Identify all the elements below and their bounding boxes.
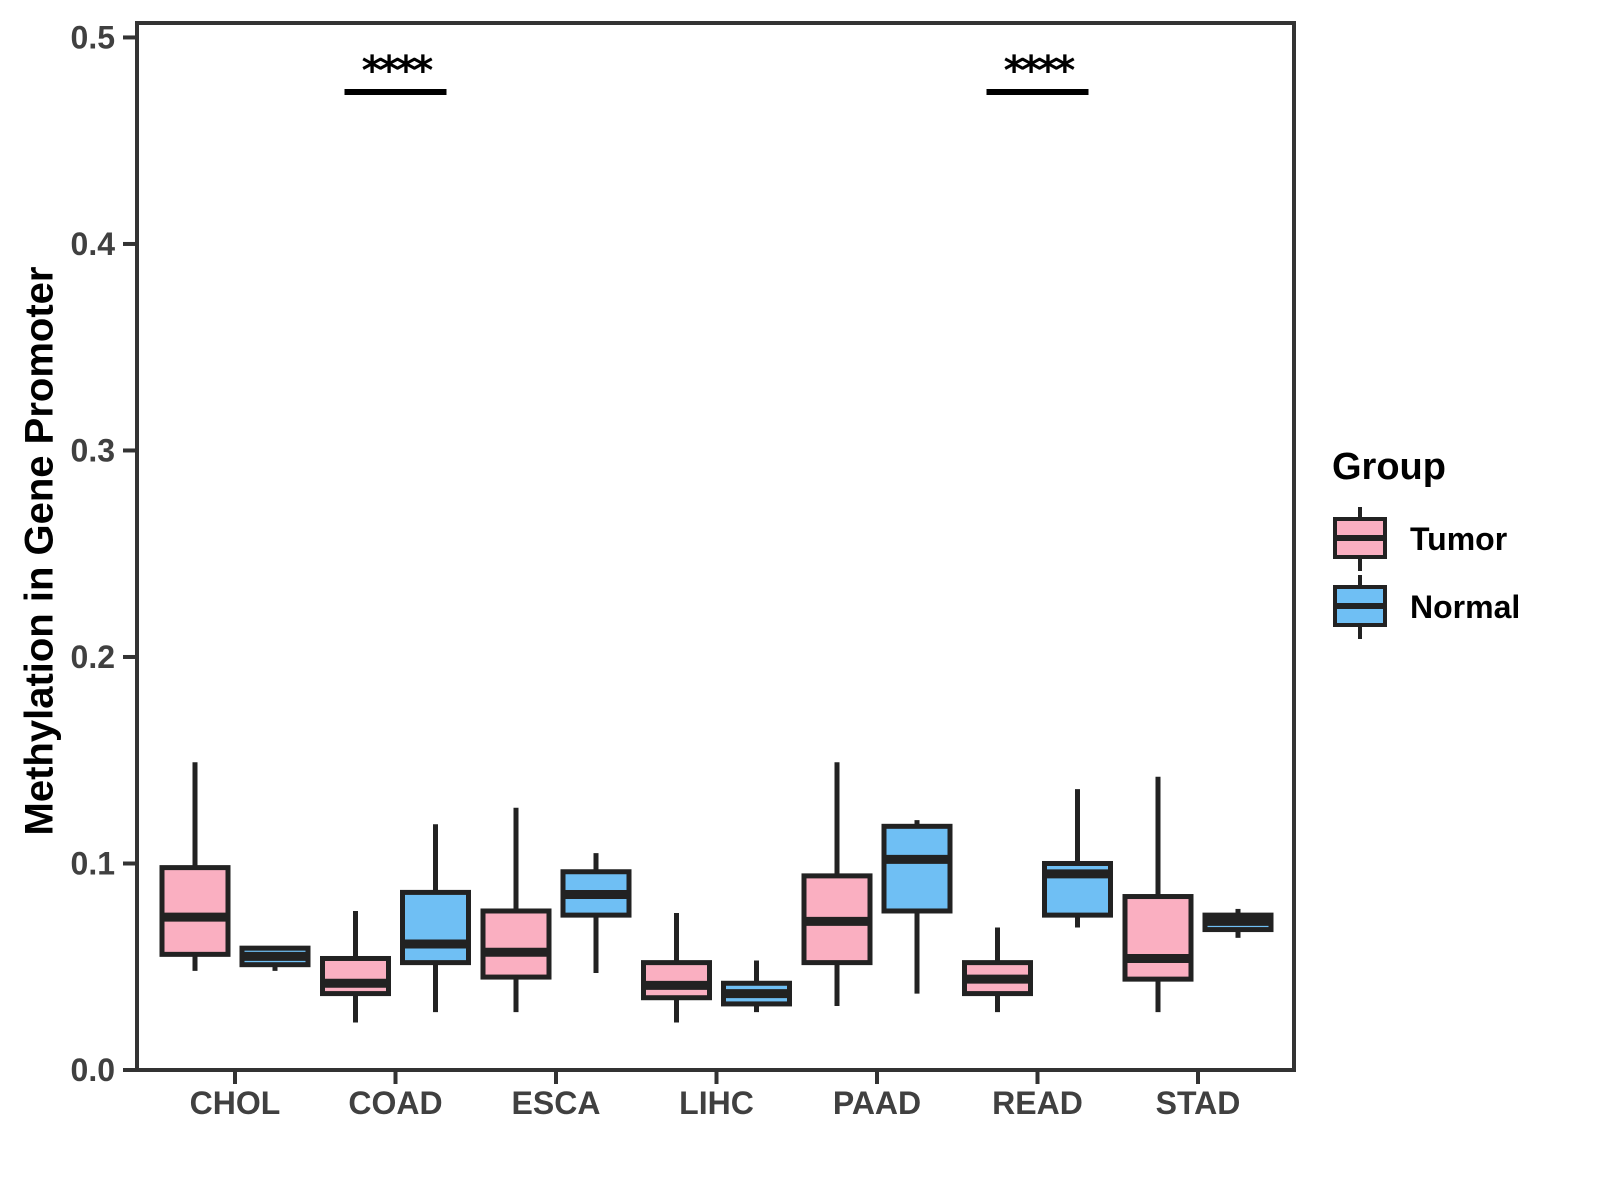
iqr-box (320, 955, 391, 997)
y-axis-title: Methylation in Gene Promoter (17, 266, 62, 836)
x-category-label-paad: PAAD (833, 1085, 921, 1121)
legend-title: Group (1332, 446, 1446, 488)
boxplot-stad-tumor (1122, 776, 1194, 1013)
boxplot-esca-tumor (480, 807, 552, 1013)
boxplot-coad-normal (400, 824, 471, 1013)
legend-item-tumor: Tumor (1332, 505, 1520, 573)
iqr-box (881, 823, 953, 914)
y-tick-label: 0.3 (71, 432, 115, 468)
legend-item-normal: Normal (1332, 573, 1520, 641)
boxplot-chol-tumor (159, 762, 231, 971)
boxplot-stad-normal (1202, 908, 1274, 938)
x-category-label-chol: CHOL (190, 1085, 281, 1121)
boxplot-paad-normal (881, 820, 953, 994)
significance-stars-coad: **** (362, 48, 434, 94)
iqr-box (400, 889, 471, 966)
boxplot-read-tumor (962, 927, 1033, 1013)
y-tick-label: 0.2 (71, 639, 115, 675)
x-category-label-esca: ESCA (512, 1085, 601, 1121)
boxplot-read-normal (1042, 789, 1113, 928)
boxplot-esca-normal (560, 853, 632, 973)
x-category-label-lihc: LIHC (679, 1085, 754, 1121)
legend-key-glyph (1333, 575, 1387, 639)
legend-label-normal: Normal (1410, 588, 1521, 625)
tumor-boxplot-key-icon (1332, 505, 1388, 573)
boxplot-chol-normal (239, 945, 311, 971)
boxplot-coad-tumor (320, 910, 391, 1023)
legend-key-glyph (1333, 507, 1387, 571)
legend: Group Tumor Normal (1332, 446, 1520, 641)
x-category-label-read: READ (992, 1085, 1083, 1121)
panel-border (135, 21, 1296, 1072)
normal-boxplot-key-icon (1332, 573, 1388, 641)
y-tick-label: 0.1 (71, 845, 115, 881)
boxplot-lihc-tumor (641, 913, 712, 1023)
y-tick-label: 0.5 (71, 19, 115, 55)
legend-label-tumor: Tumor (1410, 520, 1508, 557)
boxplot-paad-tumor (801, 762, 873, 1006)
y-tick-label: 0.0 (71, 1052, 115, 1088)
iqr-box (480, 908, 552, 980)
x-category-label-coad: COAD (348, 1085, 442, 1121)
iqr-box (1122, 894, 1194, 982)
y-tick-label: 0.4 (71, 226, 116, 262)
x-category-label-stad: STAD (1156, 1085, 1241, 1121)
significance-stars-read: **** (1004, 48, 1076, 94)
boxplot-lihc-normal (721, 960, 792, 1013)
iqr-box (159, 865, 231, 957)
iqr-box (641, 960, 712, 1001)
